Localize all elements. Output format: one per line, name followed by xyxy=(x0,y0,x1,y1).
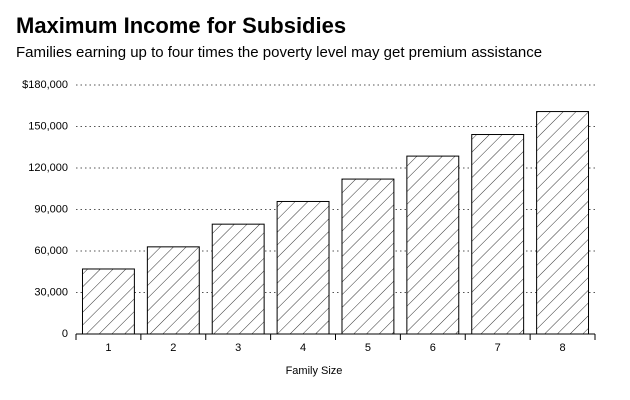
bar xyxy=(146,246,200,335)
bar xyxy=(406,155,460,335)
x-tick-label: 4 xyxy=(300,342,306,354)
y-tick-label: 60,000 xyxy=(34,245,68,257)
x-tick-label: 8 xyxy=(560,342,566,354)
bar xyxy=(536,111,590,335)
x-tick-label: 1 xyxy=(105,342,111,354)
x-tick-label: 7 xyxy=(495,342,501,354)
y-tick-label: 150,000 xyxy=(28,120,68,132)
x-tick-label: 3 xyxy=(235,342,241,354)
chart-subtitle: Families earning up to four times the po… xyxy=(16,44,542,61)
x-tick-label: 6 xyxy=(430,342,436,354)
bar xyxy=(276,200,330,335)
bar xyxy=(341,178,395,335)
y-tick-label: $180,000 xyxy=(22,79,68,91)
bar xyxy=(81,268,135,335)
bar xyxy=(471,134,525,335)
x-tick-label: 5 xyxy=(365,342,371,354)
x-axis-label: Family Size xyxy=(286,365,343,377)
bar xyxy=(211,223,265,335)
y-tick-label: 120,000 xyxy=(28,162,68,174)
chart-title: Maximum Income for Subsidies xyxy=(16,13,346,38)
y-tick-label: 0 xyxy=(62,328,68,340)
y-tick-label: 90,000 xyxy=(34,203,68,215)
y-tick-label: 30,000 xyxy=(34,286,68,298)
x-tick-label: 2 xyxy=(170,342,176,354)
